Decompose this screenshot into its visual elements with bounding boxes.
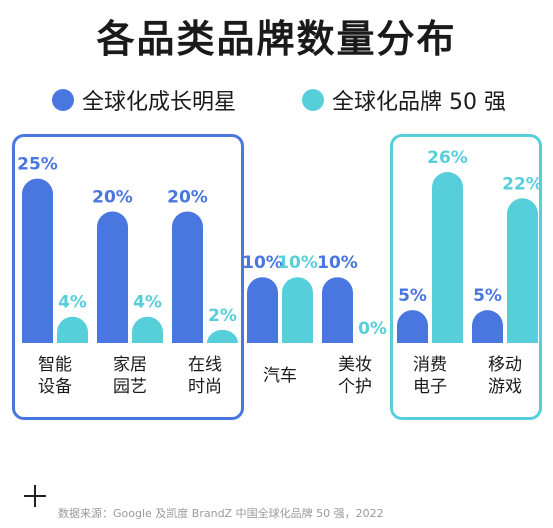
category-label: 在线 [188,355,222,375]
source-note: 数据来源：Google 及凯度 BrandZ 中国全球化品牌 50 强，2022 [58,507,384,520]
legend-item-top50: 全球化品牌 50 强 [302,84,506,116]
bar-growth-stars [97,211,128,343]
category-label: 游戏 [488,377,522,397]
bar-value-label: 10% [317,253,358,273]
bar-growth-stars [247,277,278,343]
legend-label-growth-stars: 全球化成长明星 [82,90,237,115]
bar-value-label: 22% [502,174,543,194]
bar-value-label: 10% [277,253,318,273]
bar-top50 [207,329,238,343]
bar-value-label: 4% [133,293,162,313]
bar-value-label: 2% [208,306,237,326]
bar-value-label: 4% [58,293,87,313]
category-label: 家居 [113,355,147,375]
bar-growth-stars [397,310,428,343]
bar-growth-stars [472,310,503,343]
category-label: 时尚 [188,377,222,397]
category-label: 设备 [38,377,72,397]
plus-icon[interactable] [24,485,46,507]
legend-item-growth-stars: 全球化成长明星 [52,84,236,116]
bar-value-label: 0% [358,319,387,339]
legend-label-top50: 全球化品牌 50 强 [332,90,506,115]
legend-dot-growth-stars [52,89,74,111]
highlight-box-right [390,134,542,420]
legend: 全球化成长明星 全球化品牌 50 强 [0,84,553,116]
highlight-box-left [12,134,244,420]
category-label: 美妆 [338,355,372,375]
category-label: 移动 [488,355,522,375]
bar-top50 [432,172,463,343]
category-label: 汽车 [263,366,297,386]
bar-value-label: 25% [17,155,58,175]
bar-top50 [507,198,538,343]
chart-title: 各品类品牌数量分布 [96,17,457,61]
category-label: 个护 [338,377,372,397]
category-label: 园艺 [113,377,147,397]
bar-top50 [57,316,88,343]
bar-value-label: 26% [427,148,468,168]
bar-growth-stars [172,211,203,343]
bar-value-label: 20% [92,187,133,207]
bar-top50 [282,277,313,343]
bar-value-label: 20% [167,187,208,207]
bar-value-label: 5% [398,286,427,306]
bar-growth-stars [22,178,53,343]
legend-dot-top50 [302,89,324,111]
category-label: 电子 [413,377,447,397]
bar-growth-stars [322,277,353,343]
bar-top50 [132,316,163,343]
category-label: 智能 [38,355,72,375]
category-label: 消费 [413,355,447,375]
bar-value-label: 5% [473,286,502,306]
bar-value-label: 10% [242,253,283,273]
